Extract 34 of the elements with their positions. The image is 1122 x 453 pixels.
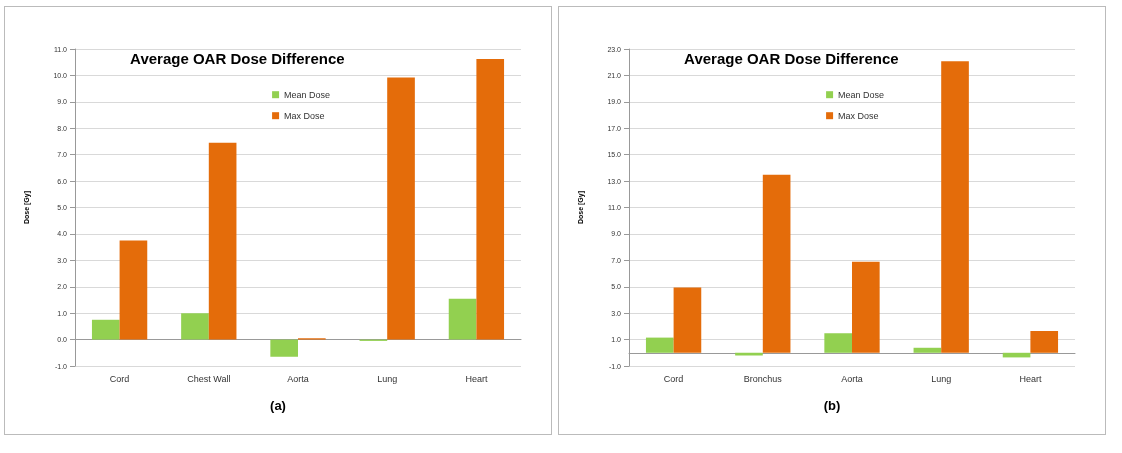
legend-label: Max Dose: [838, 110, 879, 121]
legend-label: Max Dose: [284, 110, 325, 121]
x-tick-label: Aorta: [841, 373, 863, 384]
x-tick-label: Cord: [109, 373, 130, 384]
x-tick-label: Bronchus: [743, 373, 783, 384]
bar: [119, 240, 148, 340]
x-tick-label: Cord: [663, 373, 684, 384]
text: (a): [269, 398, 287, 415]
bar: [941, 61, 969, 353]
bar: [91, 319, 120, 340]
bar: [673, 287, 702, 353]
x-tick-label: Heart: [465, 373, 488, 384]
chart-title: Average OAR Dose Difference: [130, 50, 345, 68]
legend-label: Mean Dose: [838, 89, 885, 100]
bar: [448, 298, 477, 340]
bar: [824, 333, 852, 353]
bar: [387, 77, 415, 340]
bar: [852, 261, 880, 353]
legend-label: Mean Dose: [284, 89, 331, 100]
x-tick-label: Lung: [377, 373, 398, 384]
bar: [208, 142, 237, 340]
x-tick-label: Aorta: [287, 373, 309, 384]
text: (b): [822, 398, 842, 415]
x-tick-label: Lung: [931, 373, 952, 384]
bar: [645, 337, 674, 353]
x-tick-label: Chest Wall: [187, 373, 231, 384]
bar: [181, 313, 209, 340]
bar: [1030, 331, 1059, 353]
bar: [270, 339, 298, 357]
bar: [762, 174, 791, 353]
bar: [913, 347, 942, 353]
bar: [476, 59, 505, 340]
chart-title: Average OAR Dose Difference: [684, 50, 899, 68]
x-tick-label: Heart: [1019, 373, 1042, 384]
